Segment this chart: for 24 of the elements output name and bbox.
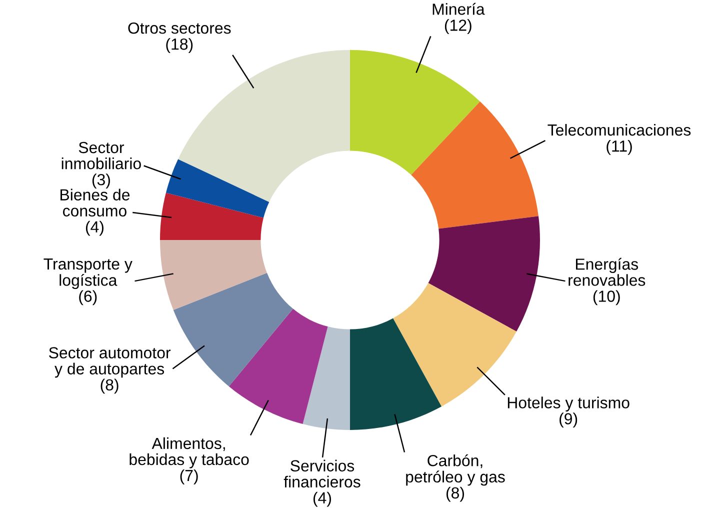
data-label: (4) (313, 492, 332, 507)
slice-label: Bienes de consumo (60, 188, 130, 217)
slice-label: Servicios financieros (284, 460, 360, 488)
slice-label: Telecomunicaciones (548, 124, 691, 136)
data-label: (3) (92, 174, 110, 188)
data-label: (8) (100, 378, 118, 394)
slice-label: Alimentos, bebidas y tabaco (130, 437, 249, 468)
data-label: (12) (444, 19, 472, 34)
slice-label: Hoteles y turismo (508, 396, 630, 412)
data-label: (11) (606, 140, 632, 155)
slice-label: Sector inmobiliario (62, 142, 141, 170)
data-label: (10) (593, 290, 620, 306)
data-label: (6) (79, 290, 97, 306)
slice-label: Sector automotor y de autopartes (49, 347, 171, 378)
data-label: (4) (86, 220, 104, 236)
slice-label: Minería (432, 2, 485, 15)
slice-label: Otros sectores (128, 22, 231, 34)
data-label: (18) (166, 38, 193, 53)
data-label: (9) (560, 412, 578, 428)
slice-label: Energías renovables (568, 258, 646, 286)
data-label: (8) (446, 486, 464, 502)
data-label: (7) (180, 469, 198, 484)
slice-label: Carbón, petróleo y gas (406, 454, 505, 486)
slice-label: Transporte y logística (44, 258, 132, 290)
